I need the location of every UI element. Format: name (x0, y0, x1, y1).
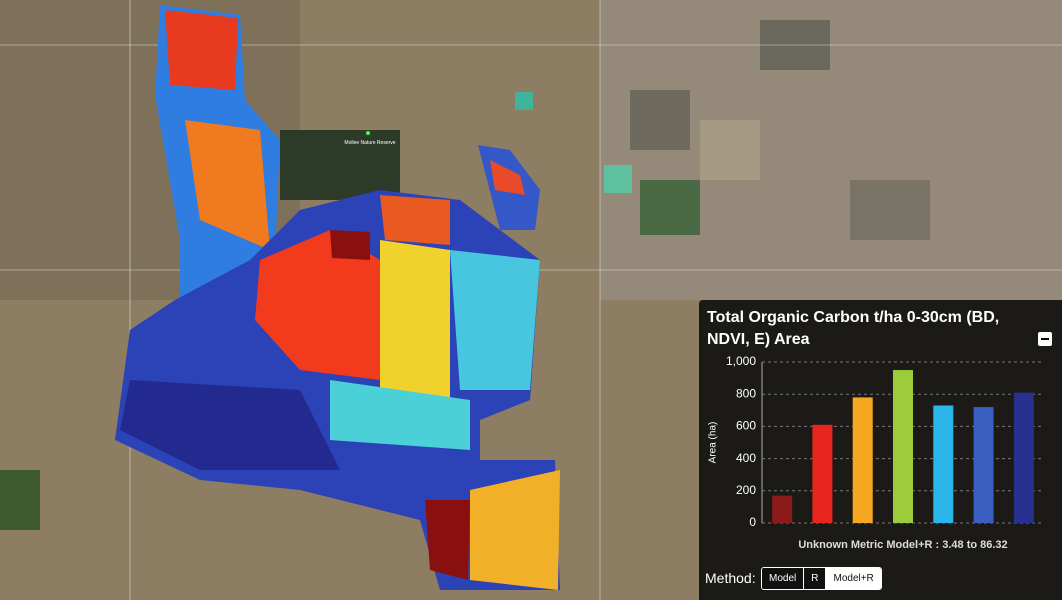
y-tick-label: 1,000 (726, 354, 756, 368)
chart-panel: Total Organic Carbon t/ha 0-30cm (BD, ND… (699, 300, 1062, 600)
y-tick-label: 600 (736, 419, 756, 433)
bar (933, 405, 954, 523)
bar (852, 397, 873, 523)
method-button[interactable]: Model+R (826, 568, 881, 589)
map-label: Mollee Nature Reserve (344, 140, 395, 146)
bar (812, 424, 833, 523)
chart-title: Total Organic Carbon t/ha 0-30cm (BD, ND… (707, 309, 1000, 348)
chart: 0 200 400 600 800 1,000 Area (ha) Unknown Metri… (708, 354, 1044, 551)
y-axis-label: Area (ha) (708, 422, 719, 464)
bar (1013, 392, 1034, 523)
bar (893, 370, 913, 523)
x-axis-label: Unknown Metric Model+R : 3.48 to 86.32 (798, 539, 1007, 551)
collapse-button[interactable] (1038, 332, 1052, 346)
method-button[interactable]: R (804, 568, 827, 589)
bar (772, 495, 793, 523)
method-buttons: Model R Model+R (761, 567, 882, 590)
bar (973, 407, 994, 523)
method-label: Method: (705, 570, 756, 586)
y-tick-label: 400 (736, 451, 756, 465)
y-tick-label: 800 (736, 386, 756, 400)
y-tick-label: 200 (736, 483, 756, 497)
method-button[interactable]: Model (762, 568, 805, 589)
y-tick-label: 0 (749, 515, 756, 529)
